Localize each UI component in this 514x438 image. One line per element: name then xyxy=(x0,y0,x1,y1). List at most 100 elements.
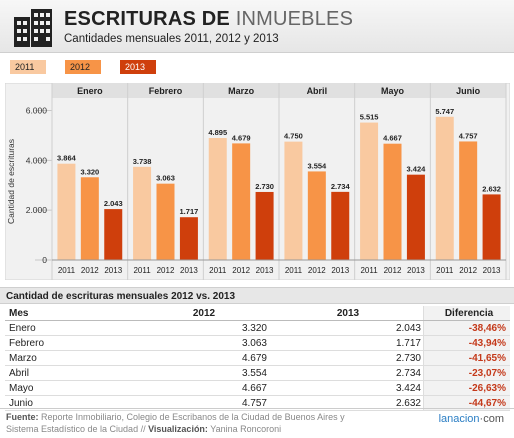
page-title: ESCRITURAS DE INMUEBLES xyxy=(64,8,353,31)
cell-diferencia: -23,07% xyxy=(423,365,510,381)
page-subtitle: Cantidades mensuales 2011, 2012 y 2013 xyxy=(64,33,279,45)
cell-2012: 4.757 xyxy=(135,395,269,411)
x-tick-label: 2012 xyxy=(157,266,175,275)
x-tick-label: 2012 xyxy=(308,266,326,275)
data-label: 5.515 xyxy=(360,113,379,122)
data-label: 2.632 xyxy=(482,184,501,193)
data-label: 3.738 xyxy=(133,157,152,166)
table-row: Febrero 3.063 1.717 -43,94% xyxy=(5,335,510,351)
cell-diferencia: -43,94% xyxy=(423,335,510,351)
brand-logo[interactable]: lanacion·com xyxy=(439,413,504,425)
x-tick-label: 2012 xyxy=(459,266,477,275)
table-row: Abril 3.554 2.734 -23,07% xyxy=(5,365,510,381)
bar-2012 xyxy=(156,183,175,260)
y-tick-label: 2.000 xyxy=(26,205,48,215)
source-label: Fuente: xyxy=(6,412,39,422)
title-part-1: ESCRITURAS DE xyxy=(64,8,236,30)
data-label: 2.043 xyxy=(104,199,123,208)
header-diferencia: Diferencia xyxy=(423,306,510,321)
x-tick-label: 2012 xyxy=(384,266,402,275)
data-label: 3.554 xyxy=(307,161,327,170)
bar-2011 xyxy=(360,122,379,260)
x-tick-label: 2013 xyxy=(256,266,274,275)
y-tick-label: 6.000 xyxy=(26,105,48,115)
bar-2012 xyxy=(232,143,251,260)
cell-diferencia: -44,67% xyxy=(423,395,510,411)
data-label: 2.730 xyxy=(255,182,274,191)
x-tick-label: 2011 xyxy=(209,266,227,275)
bar-2013 xyxy=(179,217,198,260)
source-text-2: Sistema Estadístico de la Ciudad // xyxy=(6,424,149,434)
header-mes: Mes xyxy=(5,306,135,321)
month-label: Junio xyxy=(456,86,481,96)
x-tick-label: 2011 xyxy=(360,266,378,275)
cell-mes: Mayo xyxy=(5,380,135,396)
month-label: Enero xyxy=(77,86,103,96)
bar-2013 xyxy=(255,191,274,260)
comparison-table: Mes 2012 2013 Diferencia Enero 3.320 2.043… xyxy=(5,306,510,411)
data-label: 3.063 xyxy=(156,174,175,183)
header: ESCRITURAS DE INMUEBLES Cantidades mensu… xyxy=(0,0,514,53)
brand-suffix: ·com xyxy=(479,413,504,425)
bar-2013 xyxy=(104,209,123,260)
x-tick-label: 2011 xyxy=(133,266,151,275)
data-label: 4.679 xyxy=(232,133,251,142)
title-part-2: INMUEBLES xyxy=(235,8,354,30)
cell-mes: Marzo xyxy=(5,350,135,366)
cell-2013: 2.730 xyxy=(269,350,424,366)
month-label: Mayo xyxy=(381,86,405,96)
cell-diferencia: -26,63% xyxy=(423,380,510,396)
header-2012: 2012 xyxy=(135,306,269,321)
x-tick-label: 2013 xyxy=(180,266,198,275)
data-label: 2.734 xyxy=(331,182,351,191)
cell-2013: 2.632 xyxy=(269,395,424,411)
bar-2012 xyxy=(459,141,478,260)
cell-mes: Febrero xyxy=(5,335,135,351)
data-label: 3.424 xyxy=(407,165,427,174)
cell-2012: 3.063 xyxy=(135,335,269,351)
x-tick-label: 2011 xyxy=(58,266,76,275)
table-row: Marzo 4.679 2.730 -41,65% xyxy=(5,350,510,366)
bar-2011 xyxy=(57,163,76,260)
data-label: 3.320 xyxy=(80,167,99,176)
legend-item-2012: 2012 xyxy=(65,60,101,74)
data-label: 4.895 xyxy=(208,128,227,137)
month-label: Abril xyxy=(307,86,328,96)
cell-diferencia: -38,46% xyxy=(423,320,510,336)
footer-credits: Fuente: Reporte Inmobiliario, Colegio de… xyxy=(0,408,514,438)
chart-svg: 0 2.000 4.000 6.000 Cantidad de escrituras En… xyxy=(5,83,510,280)
brand-name: lanacion xyxy=(438,413,480,425)
bar-2012 xyxy=(383,143,402,260)
source-text: Reporte Inmobiliario, Colegio de Escriba… xyxy=(38,412,345,422)
bar-2013 xyxy=(331,191,350,260)
x-tick-label: 2011 xyxy=(285,266,303,275)
y-tick-label: 0 xyxy=(42,255,47,265)
x-tick-label: 2013 xyxy=(104,266,122,275)
cell-mes: Enero xyxy=(5,320,135,336)
month-label: Marzo xyxy=(228,86,255,96)
cell-2013: 2.734 xyxy=(269,365,424,381)
x-tick-label: 2012 xyxy=(232,266,250,275)
month-label: Febrero xyxy=(149,86,183,96)
y-tick-label: 4.000 xyxy=(26,155,48,165)
bar-2011 xyxy=(284,141,303,260)
cell-mes: Junio xyxy=(5,395,135,411)
data-label: 1.717 xyxy=(180,207,199,216)
bar-2011 xyxy=(208,138,227,260)
cell-2012: 4.667 xyxy=(135,380,269,396)
viz-label: Visualización: xyxy=(148,424,208,434)
x-tick-label: 2011 xyxy=(436,266,454,275)
bar-chart: 0 2.000 4.000 6.000 Cantidad de escrituras En… xyxy=(5,83,510,280)
data-label: 4.757 xyxy=(459,131,478,140)
table-header-row: Mes 2012 2013 Diferencia xyxy=(5,306,510,321)
table-row: Junio 4.757 2.632 -44,67% xyxy=(5,395,510,411)
x-tick-label: 2013 xyxy=(331,266,349,275)
table-row: Enero 3.320 2.043 -38,46% xyxy=(5,320,510,336)
building-icon xyxy=(14,9,52,47)
bar-2013 xyxy=(406,174,425,260)
header-2013: 2013 xyxy=(269,306,424,321)
bar-2011 xyxy=(133,166,152,260)
cell-2013: 2.043 xyxy=(269,320,424,336)
table-row: Mayo 4.667 3.424 -26,63% xyxy=(5,380,510,396)
cell-2012: 3.554 xyxy=(135,365,269,381)
